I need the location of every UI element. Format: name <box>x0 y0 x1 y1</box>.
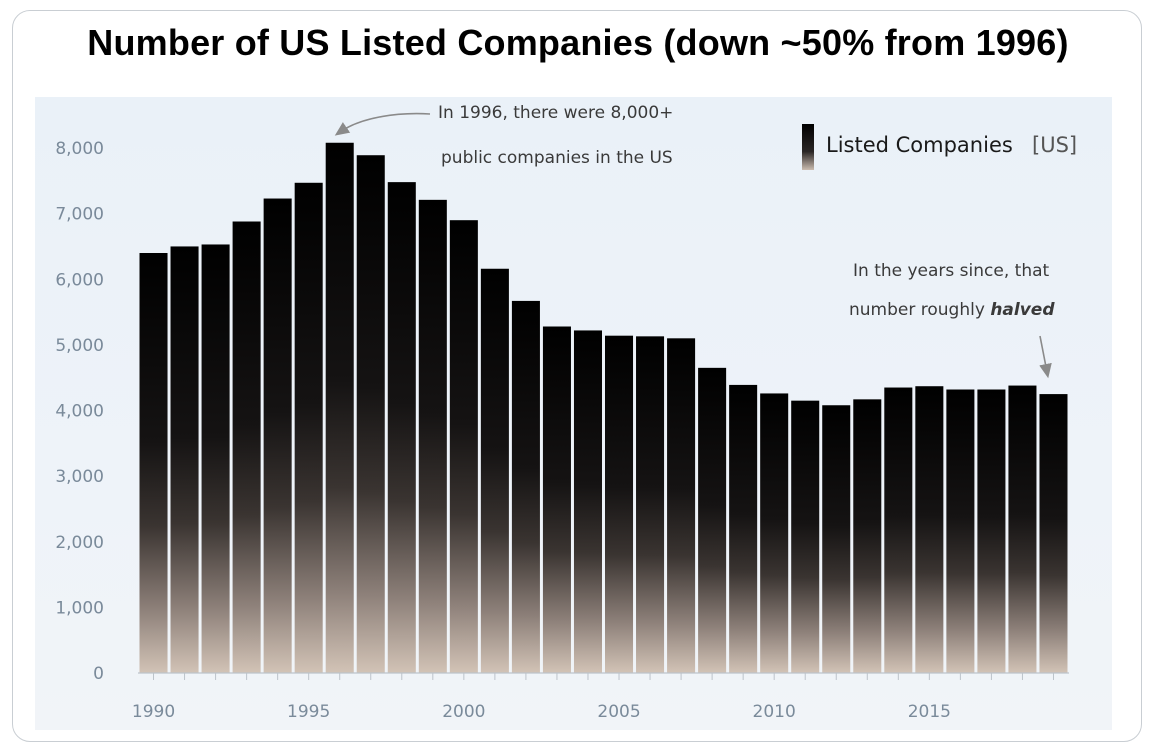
bar-2004 <box>573 330 602 673</box>
bar-2013 <box>853 399 882 673</box>
bar-2003 <box>542 326 571 673</box>
halved-annotation-line1: In the years since, that <box>853 261 1050 281</box>
bar-2007 <box>667 338 696 673</box>
bar-1999 <box>418 199 447 673</box>
bar-1994 <box>263 198 292 673</box>
legend-label: Listed Companies <box>826 133 1013 157</box>
bar-1990 <box>139 253 168 673</box>
y-tick-label: 1,000 <box>55 598 104 618</box>
x-tick-label: 1995 <box>287 702 330 722</box>
x-tick-label: 2010 <box>753 702 796 722</box>
bar-2009 <box>729 384 758 673</box>
legend-unit: [US] <box>1032 133 1077 157</box>
bar-2000 <box>449 220 478 673</box>
bar-1996 <box>325 142 354 673</box>
y-tick-label: 2,000 <box>55 533 104 553</box>
bar-1991 <box>170 246 199 673</box>
peak-arrow <box>334 112 431 136</box>
y-tick-label: 0 <box>93 664 104 684</box>
peak-annotation: In 1996, there were 8,000+ public compan… <box>334 103 673 168</box>
y-tick-label: 3,000 <box>55 467 104 487</box>
bar-2019 <box>1039 394 1068 673</box>
y-axis-ticks: 0 1,000 2,000 3,000 4,000 5,000 6,000 7,000 8,00… <box>55 139 104 684</box>
halved-arrow <box>1039 335 1052 379</box>
bar-2015 <box>915 386 944 673</box>
y-tick-label: 4,000 <box>55 402 104 422</box>
bar-2002 <box>511 300 540 673</box>
bar-2014 <box>884 387 913 673</box>
bar-2005 <box>605 335 634 673</box>
x-tick-label: 2005 <box>597 702 640 722</box>
bar-2012 <box>822 405 851 673</box>
x-tick-label: 1990 <box>132 702 175 722</box>
bar-2010 <box>760 393 789 673</box>
bar-2001 <box>480 268 509 673</box>
halved-annotation-emphasis: halved <box>990 300 1055 320</box>
bar-2016 <box>946 389 975 673</box>
y-tick-label: 5,000 <box>55 336 104 356</box>
x-tick-label: 2015 <box>908 702 951 722</box>
halved-annotation-line2: number roughly halved <box>849 300 1055 320</box>
bar-2006 <box>636 336 665 673</box>
bar-1993 <box>232 221 261 673</box>
bar-2008 <box>698 367 727 673</box>
bar-1992 <box>201 244 230 673</box>
bar-1997 <box>356 155 385 674</box>
bar-2017 <box>977 389 1006 673</box>
bars-group <box>139 142 1068 674</box>
bar-1998 <box>387 182 416 674</box>
legend-swatch <box>802 124 814 170</box>
halved-annotation-text: number roughly <box>849 300 985 320</box>
y-tick-label: 7,000 <box>55 205 104 225</box>
x-axis: 1990 1995 2000 2005 2010 2015 <box>132 672 1069 722</box>
bar-2018 <box>1008 385 1037 673</box>
halved-annotation: In the years since, that number roughly … <box>849 261 1055 379</box>
x-tick-label: 2000 <box>442 702 485 722</box>
peak-annotation-line2: public companies in the US <box>441 148 673 168</box>
y-tick-label: 6,000 <box>55 270 104 290</box>
y-tick-label: 8,000 <box>55 139 104 159</box>
peak-annotation-line1: In 1996, there were 8,000+ <box>438 103 673 123</box>
bar-2011 <box>791 400 820 673</box>
bar-1995 <box>294 182 323 673</box>
chart-title: Number of US Listed Companies (down ~50%… <box>87 22 1069 63</box>
legend: Listed Companies [US] <box>802 124 1077 170</box>
